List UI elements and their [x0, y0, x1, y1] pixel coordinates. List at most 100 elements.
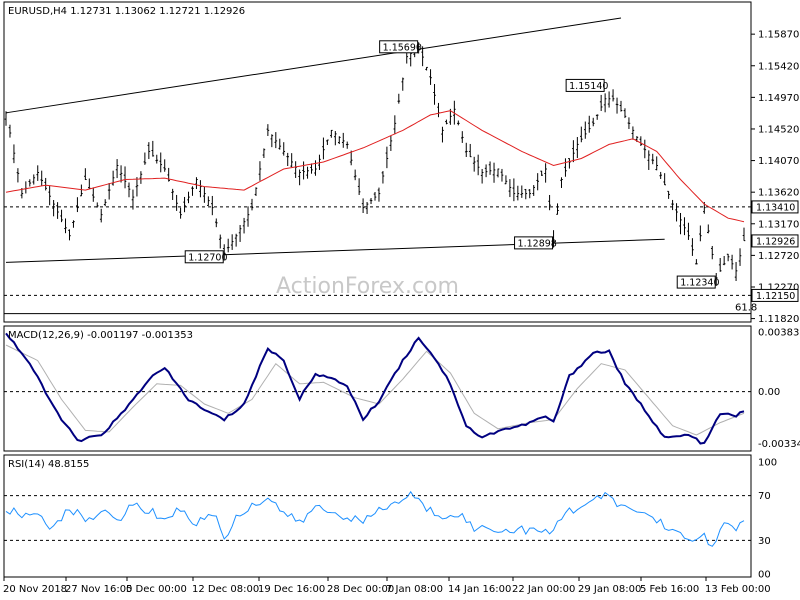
price-bar	[56, 202, 59, 219]
x-tick-label: 14 Jan 16:00	[448, 584, 511, 595]
price-bar	[655, 156, 659, 171]
price-bar	[520, 185, 524, 198]
annotation-label: 1.15140	[569, 81, 608, 92]
price-tick-label: 1.15870	[758, 30, 799, 41]
x-tick-label: 12 Dec 08:00	[192, 584, 259, 595]
price-bar	[60, 209, 63, 223]
price-bar	[131, 189, 135, 210]
price-annotation: 1.12700	[184, 250, 228, 263]
price-bar	[615, 97, 619, 114]
level-tag-box	[751, 288, 799, 302]
x-tick-label: 5 Feb 16:00	[640, 584, 699, 595]
price-bar	[337, 136, 341, 145]
price-bar	[99, 208, 103, 223]
macd-line	[5, 332, 745, 445]
price-bar	[357, 178, 361, 196]
price-bar	[230, 234, 234, 250]
price-bar	[496, 168, 500, 178]
price-bar	[151, 140, 155, 157]
price-bar	[710, 245, 714, 260]
x-tick-label: 20 Nov 2018	[3, 584, 67, 595]
price-bar	[207, 196, 210, 206]
moving-average-line	[5, 110, 745, 223]
price-bar	[508, 179, 512, 198]
price-bar	[381, 171, 385, 184]
price-bar	[353, 169, 357, 181]
price-bar	[341, 132, 345, 148]
price-bar	[683, 217, 686, 236]
price-bar	[369, 198, 373, 205]
annotation-label: 1.15690	[383, 42, 422, 53]
level-tag-box	[751, 234, 799, 248]
price-bar	[691, 238, 694, 256]
price-bar	[449, 108, 452, 125]
price-bar	[310, 163, 313, 174]
x-tick-label: 5 Dec 00:00	[126, 584, 187, 595]
price-bar	[52, 199, 55, 217]
x-tick-label: 19 Dec 16:00	[258, 584, 325, 595]
price-bar	[365, 201, 369, 214]
price-bar	[322, 137, 325, 160]
annotation-box	[379, 40, 419, 54]
price-bar	[464, 142, 468, 158]
price-bar	[36, 165, 40, 181]
price-bar	[84, 168, 87, 181]
price-bar	[397, 93, 401, 104]
price-bar	[218, 234, 222, 249]
price-bar	[675, 203, 678, 222]
price-bar	[282, 142, 286, 156]
price-bar	[302, 161, 305, 180]
price-bar	[643, 139, 647, 159]
level-tag-label: 1.13410	[756, 202, 795, 213]
price-annotation: 1.15140	[565, 78, 608, 92]
price-bar	[556, 203, 559, 215]
price-bar	[12, 144, 16, 164]
price-bar	[572, 140, 575, 163]
price-bar	[607, 91, 611, 108]
price-bar	[687, 222, 690, 240]
price-bar	[314, 160, 317, 176]
macd-signal-line	[5, 344, 745, 436]
price-bar	[80, 184, 83, 197]
rsi-tick-label: 30	[758, 536, 771, 547]
price-bar	[76, 197, 79, 213]
price-bar	[730, 254, 734, 270]
level-tag-label: 1.12150	[756, 291, 795, 302]
price-bar	[262, 148, 266, 159]
price-bar	[706, 224, 710, 234]
price-bar	[583, 121, 587, 139]
price-bar	[393, 115, 397, 135]
price-bar	[548, 194, 551, 211]
price-bar	[695, 259, 698, 265]
price-bar	[429, 69, 432, 85]
price-bar	[187, 191, 190, 204]
price-bar	[298, 169, 301, 186]
price-bar	[385, 146, 389, 169]
price-bar	[576, 137, 579, 159]
annotation-label: 1.12700	[188, 252, 227, 263]
price-bar	[528, 189, 532, 199]
price-bar	[68, 229, 71, 241]
price-bar	[504, 175, 508, 185]
price-bar	[726, 253, 730, 262]
price-bar	[738, 248, 742, 266]
level-tag: 1.13410	[751, 200, 799, 214]
price-annotation: 1.12340	[676, 275, 720, 289]
axis-layer: 1.15870 1.15420 1.14970 1.14520 1.14070 1.136…	[3, 30, 800, 595]
price-bar	[326, 139, 329, 145]
price-bar	[560, 177, 563, 188]
trendline-lower-channel	[5, 238, 665, 263]
price-bar	[659, 171, 662, 179]
price-bar	[587, 115, 591, 133]
price-bar	[603, 93, 607, 113]
price-bar	[330, 129, 333, 138]
price-bar	[179, 207, 182, 219]
price-bar	[139, 171, 143, 184]
price-bar	[203, 186, 206, 203]
annotation-box	[676, 275, 716, 289]
price-bar	[441, 126, 444, 143]
rsi-tick-label: 70	[758, 491, 771, 502]
price-tick-label: 1.11820	[758, 314, 799, 325]
annotation-box	[565, 78, 605, 92]
price-bar	[595, 114, 599, 120]
